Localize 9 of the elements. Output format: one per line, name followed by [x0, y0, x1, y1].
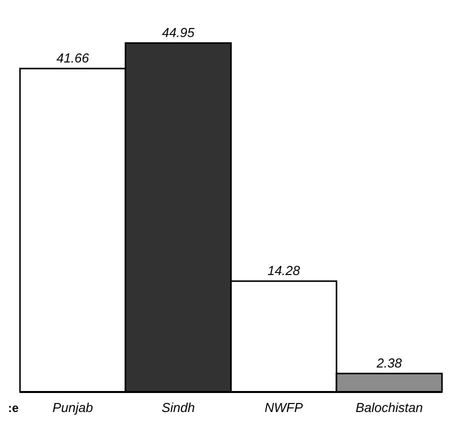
text: :e: [8, 401, 19, 415]
x-tick-label: Sindh: [162, 400, 195, 415]
data-label: 41.66: [56, 50, 90, 66]
x-tick-label: Punjab: [52, 400, 93, 415]
data-label: 2.38: [376, 356, 403, 371]
x-tick-label: Balochistan: [356, 400, 423, 415]
data-label: 14.28: [267, 263, 301, 278]
x-tick-label: NWFP: [264, 400, 304, 415]
data-label: 44.95: [162, 25, 196, 40]
